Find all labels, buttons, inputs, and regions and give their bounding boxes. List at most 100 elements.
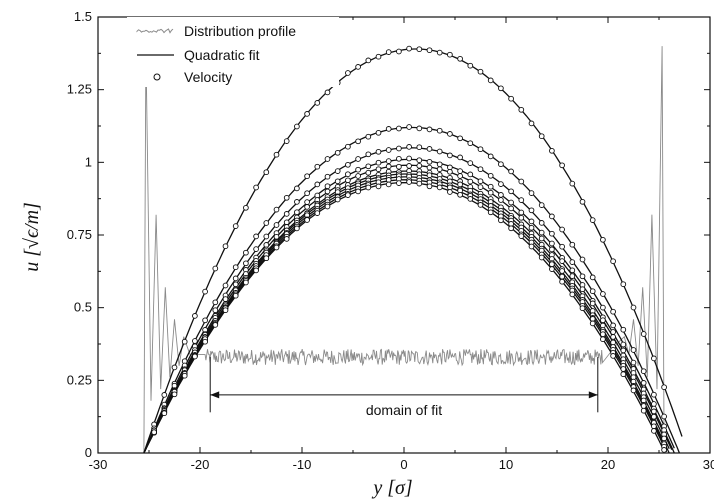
velocity-point [294,123,300,130]
velocity-point [202,338,208,345]
velocity-point [477,166,484,173]
velocity-point [345,192,351,198]
velocity-point [508,188,514,195]
velocity-point [324,203,331,210]
velocity-point [549,261,555,268]
velocity-point [620,341,627,348]
velocity-point [477,202,484,208]
velocity-point [416,125,423,132]
legend-velocity-marker [153,73,161,81]
velocity-point [192,353,198,360]
velocity-point [406,124,412,130]
velocity-point [375,53,382,60]
velocity-point [467,178,474,185]
svg-text:y [σ]: y [σ] [371,477,412,499]
velocity-point [549,213,555,220]
distribution-profile-line [143,46,665,454]
velocity-point [232,264,239,271]
velocity-point [518,178,525,185]
velocity-point [202,317,208,324]
velocity-point [345,171,351,178]
velocity-point [385,158,392,164]
velocity-point [243,279,249,286]
velocity-point [426,47,433,54]
velocity-point [283,194,290,201]
velocity-point [589,320,596,327]
velocity-point [426,183,433,190]
velocity-point [426,158,433,165]
velocity-point [600,336,606,343]
quadratic-fit-line [143,179,668,454]
velocity-points-layer [151,45,667,453]
velocity-point [579,256,586,263]
velocity-point [549,266,555,272]
velocity-point [508,168,514,175]
velocity-point [487,189,494,196]
velocity-point [518,233,525,239]
velocity-point [385,147,392,153]
velocity-point [630,387,637,394]
velocity-point [457,55,463,62]
velocity-point [538,202,545,208]
velocity-point [202,288,208,295]
velocity-point [365,184,372,191]
velocity-point [661,447,667,453]
velocity-point [396,125,402,132]
velocity-point [375,129,382,136]
velocity-point [253,267,259,274]
velocity-point [334,196,341,203]
velocity-point [253,184,259,191]
quadratic-fit-layer [143,48,683,454]
velocity-point [589,288,596,295]
velocity-point [273,151,280,158]
velocity-point [579,198,586,205]
velocity-point [569,273,576,279]
x-tick-label: 0 [400,457,407,472]
velocity-point [263,233,270,240]
velocity-point [436,161,443,168]
velocity-point [385,126,392,132]
velocity-point [447,184,453,191]
velocity-point [569,267,576,274]
velocity-point [610,334,616,340]
velocity-point [396,145,402,152]
velocity-point [355,138,361,145]
velocity-point [518,197,525,203]
velocity-point [508,199,514,206]
velocity-point [232,223,239,229]
velocity-point [600,291,606,297]
velocity-point [253,246,259,252]
velocity-point [559,278,565,285]
velocity-point [294,199,300,205]
velocity-point [549,240,555,247]
velocity-point [355,166,361,173]
y-tick-label: 0.75 [67,227,92,242]
velocity-point [477,68,484,75]
velocity-point [436,127,443,134]
velocity-point [324,188,331,195]
legend: Distribution profile Quadratic fit Veloc… [127,17,339,87]
velocity-point [620,371,627,378]
velocity-point [620,281,627,288]
velocity-point [579,286,586,293]
velocity-point [212,265,219,272]
velocity-point [243,260,249,267]
velocity-point [620,347,627,354]
quadratic-fit-line [143,176,668,454]
velocity-point [651,413,657,420]
velocity-point [375,166,382,173]
velocity-point [538,220,545,226]
velocity-point [222,307,229,314]
x-tick-label: -10 [293,457,312,472]
velocity-point [365,169,372,176]
velocity-point [345,161,351,168]
velocity-point [640,331,647,337]
velocity-point [263,169,270,176]
velocity-point [640,368,647,375]
velocity-point [640,380,647,386]
velocity-point [426,126,433,133]
velocity-point [416,46,423,53]
svg-text:u [√ϵ/m]: u [√ϵ/m] [21,202,43,272]
velocity-point [243,249,249,256]
legend-distribution-swatch [136,28,174,34]
